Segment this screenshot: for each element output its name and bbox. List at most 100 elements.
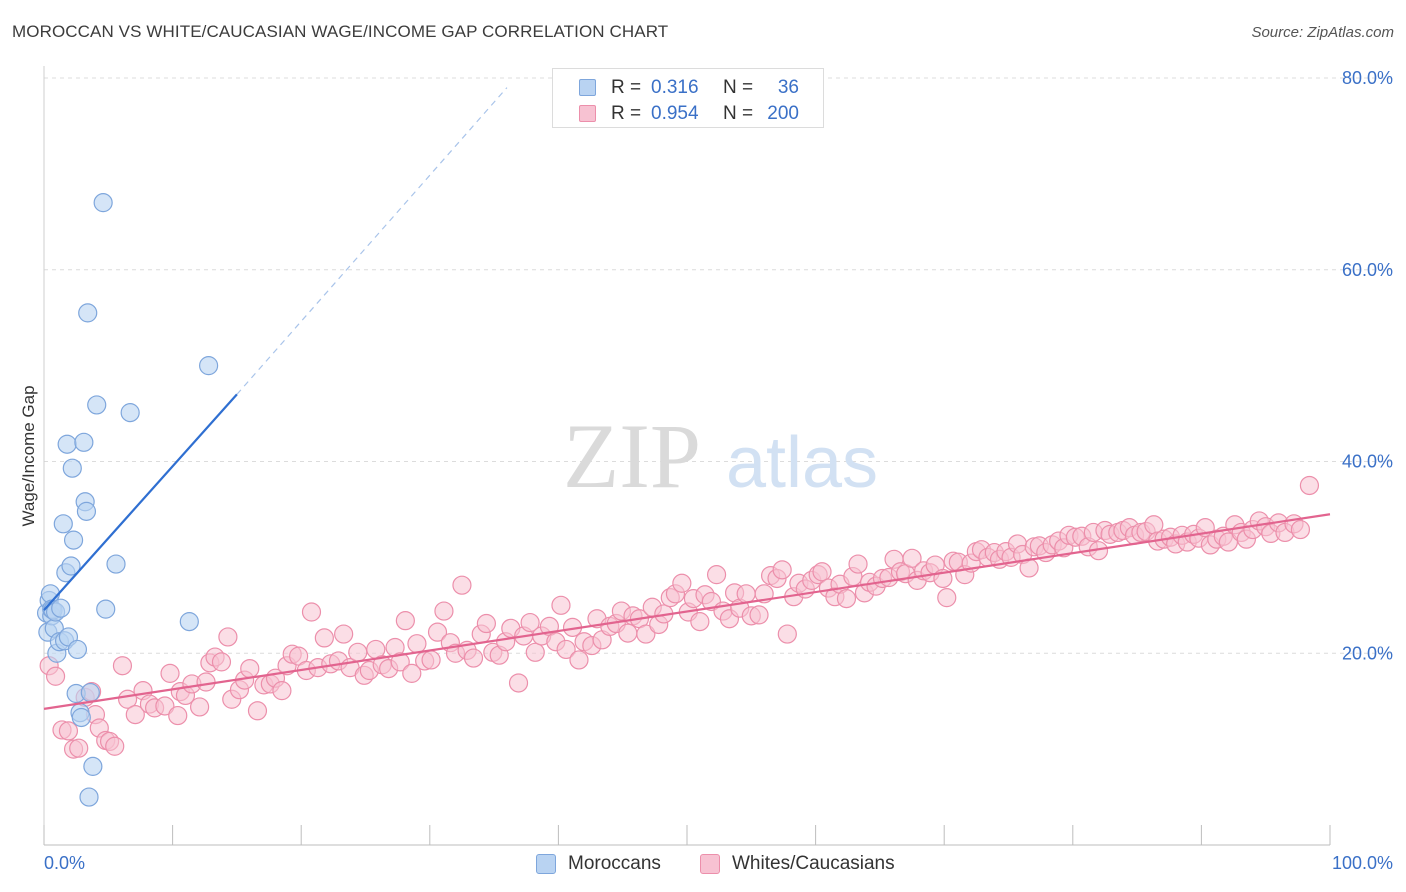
y-tick-label: 60.0%	[1342, 260, 1393, 280]
moroccans-points-group	[36, 193, 219, 807]
x-tick-label-max: 100.0%	[1332, 853, 1393, 873]
trend-layer	[43, 87, 1331, 710]
moroccans-point	[63, 530, 84, 550]
whites-point	[556, 639, 576, 660]
moroccans-point	[106, 554, 126, 574]
moroccans-point	[61, 556, 81, 576]
moroccans-point	[71, 707, 91, 728]
legend-label-whites: Whites/Caucasians	[732, 853, 895, 874]
whites-point	[58, 721, 79, 741]
whites-point	[247, 701, 268, 721]
moroccans-point	[74, 432, 94, 452]
grid-layer	[44, 77, 1392, 654]
whites-point	[476, 613, 496, 634]
whites-point	[672, 573, 692, 593]
whites-point	[240, 658, 260, 679]
whites-point	[402, 663, 422, 683]
whites-points-group	[39, 475, 1320, 759]
whites-point	[937, 588, 957, 608]
x-tick-label-min: 0.0%	[44, 853, 85, 873]
moroccans-point	[96, 599, 116, 619]
whites-point	[45, 666, 66, 686]
watermark-zip: ZIP	[563, 405, 701, 507]
whites-point	[777, 624, 797, 644]
legend-r-value: 0.954	[651, 103, 699, 124]
moroccans-point	[79, 787, 99, 807]
whites-point	[421, 650, 441, 670]
axes-layer: 20.0% 40.0% 60.0% 80.0% 0.0% 100.0%	[43, 66, 1393, 873]
moroccans-trend-extension	[236, 87, 508, 395]
legend-n-value: 200	[767, 103, 799, 124]
whites-point	[427, 622, 448, 642]
whites-point	[348, 642, 368, 662]
moroccans-point	[62, 458, 82, 478]
chart-title: MOROCCAN VS WHITE/CAUCASIAN WAGE/INCOME …	[12, 22, 669, 41]
moroccans-point	[76, 501, 97, 521]
whites-point	[569, 650, 589, 670]
legend-row-moroccans: R = 0.316 N = 36	[553, 75, 823, 101]
whites-point	[160, 663, 180, 683]
legend-n-value: 36	[777, 77, 799, 98]
whites-point	[168, 705, 188, 726]
whites-point	[69, 738, 89, 758]
y-tick-label: 20.0%	[1342, 643, 1393, 663]
whites-point	[334, 624, 354, 644]
whites-point	[155, 696, 175, 716]
legend-swatch-whites	[700, 854, 720, 874]
whites-point	[463, 648, 484, 668]
whites-point	[314, 628, 334, 648]
whites-point	[812, 562, 832, 582]
legend-label-moroccans: Moroccans	[568, 853, 661, 874]
whites-point	[736, 584, 756, 604]
whites-point	[636, 624, 656, 644]
legend-swatch-moroccans	[536, 854, 556, 874]
moroccans-point	[53, 514, 73, 534]
whites-point	[902, 548, 922, 568]
whites-point	[452, 575, 472, 595]
whites-point	[211, 652, 232, 672]
moroccans-point	[179, 612, 199, 632]
moroccans-point	[93, 193, 113, 213]
whites-trend-line	[43, 513, 1331, 710]
legend-swatch-blue	[579, 79, 596, 96]
legend-r-label: R =	[611, 103, 642, 124]
whites-point	[618, 623, 638, 643]
whites-point	[218, 627, 238, 647]
whites-point	[690, 612, 710, 632]
source-label: Source: ZipAtlas.com	[1251, 24, 1394, 41]
whites-point	[551, 595, 571, 615]
whites-point	[434, 601, 454, 621]
whites-point	[772, 560, 792, 580]
whites-point	[848, 554, 868, 574]
series-legend: Moroccans Whites/Caucasians	[0, 852, 1406, 878]
whites-point	[749, 605, 769, 625]
moroccans-point	[78, 303, 98, 323]
watermark-atlas: atlas	[726, 423, 878, 503]
legend-n-label: N =	[723, 77, 754, 98]
moroccans-point	[67, 639, 88, 660]
moroccans-point	[87, 395, 107, 415]
whites-point	[520, 612, 540, 633]
whites-point	[1299, 475, 1320, 496]
whites-point	[508, 673, 529, 693]
whites-point	[190, 697, 210, 717]
whites-point	[836, 589, 857, 609]
legend-row-whites: R = 0.954 N = 200	[553, 101, 823, 127]
whites-point	[105, 736, 125, 756]
moroccans-point	[57, 434, 77, 454]
whites-point	[1290, 519, 1311, 540]
whites-point	[390, 652, 410, 672]
y-axis-label: Wage/Income Gap	[19, 385, 38, 526]
moroccans-point	[80, 682, 100, 703]
legend-n-label: N =	[723, 103, 754, 124]
y-tick-label: 40.0%	[1342, 452, 1393, 472]
watermark: ZIP atlas	[563, 405, 878, 507]
legend-r-label: R =	[611, 77, 642, 98]
moroccans-point	[51, 598, 71, 618]
whites-point	[301, 602, 322, 622]
whites-point	[125, 705, 145, 725]
whites-point	[706, 565, 727, 585]
moroccans-point	[83, 756, 103, 776]
y-tick-label: 80.0%	[1342, 68, 1393, 88]
